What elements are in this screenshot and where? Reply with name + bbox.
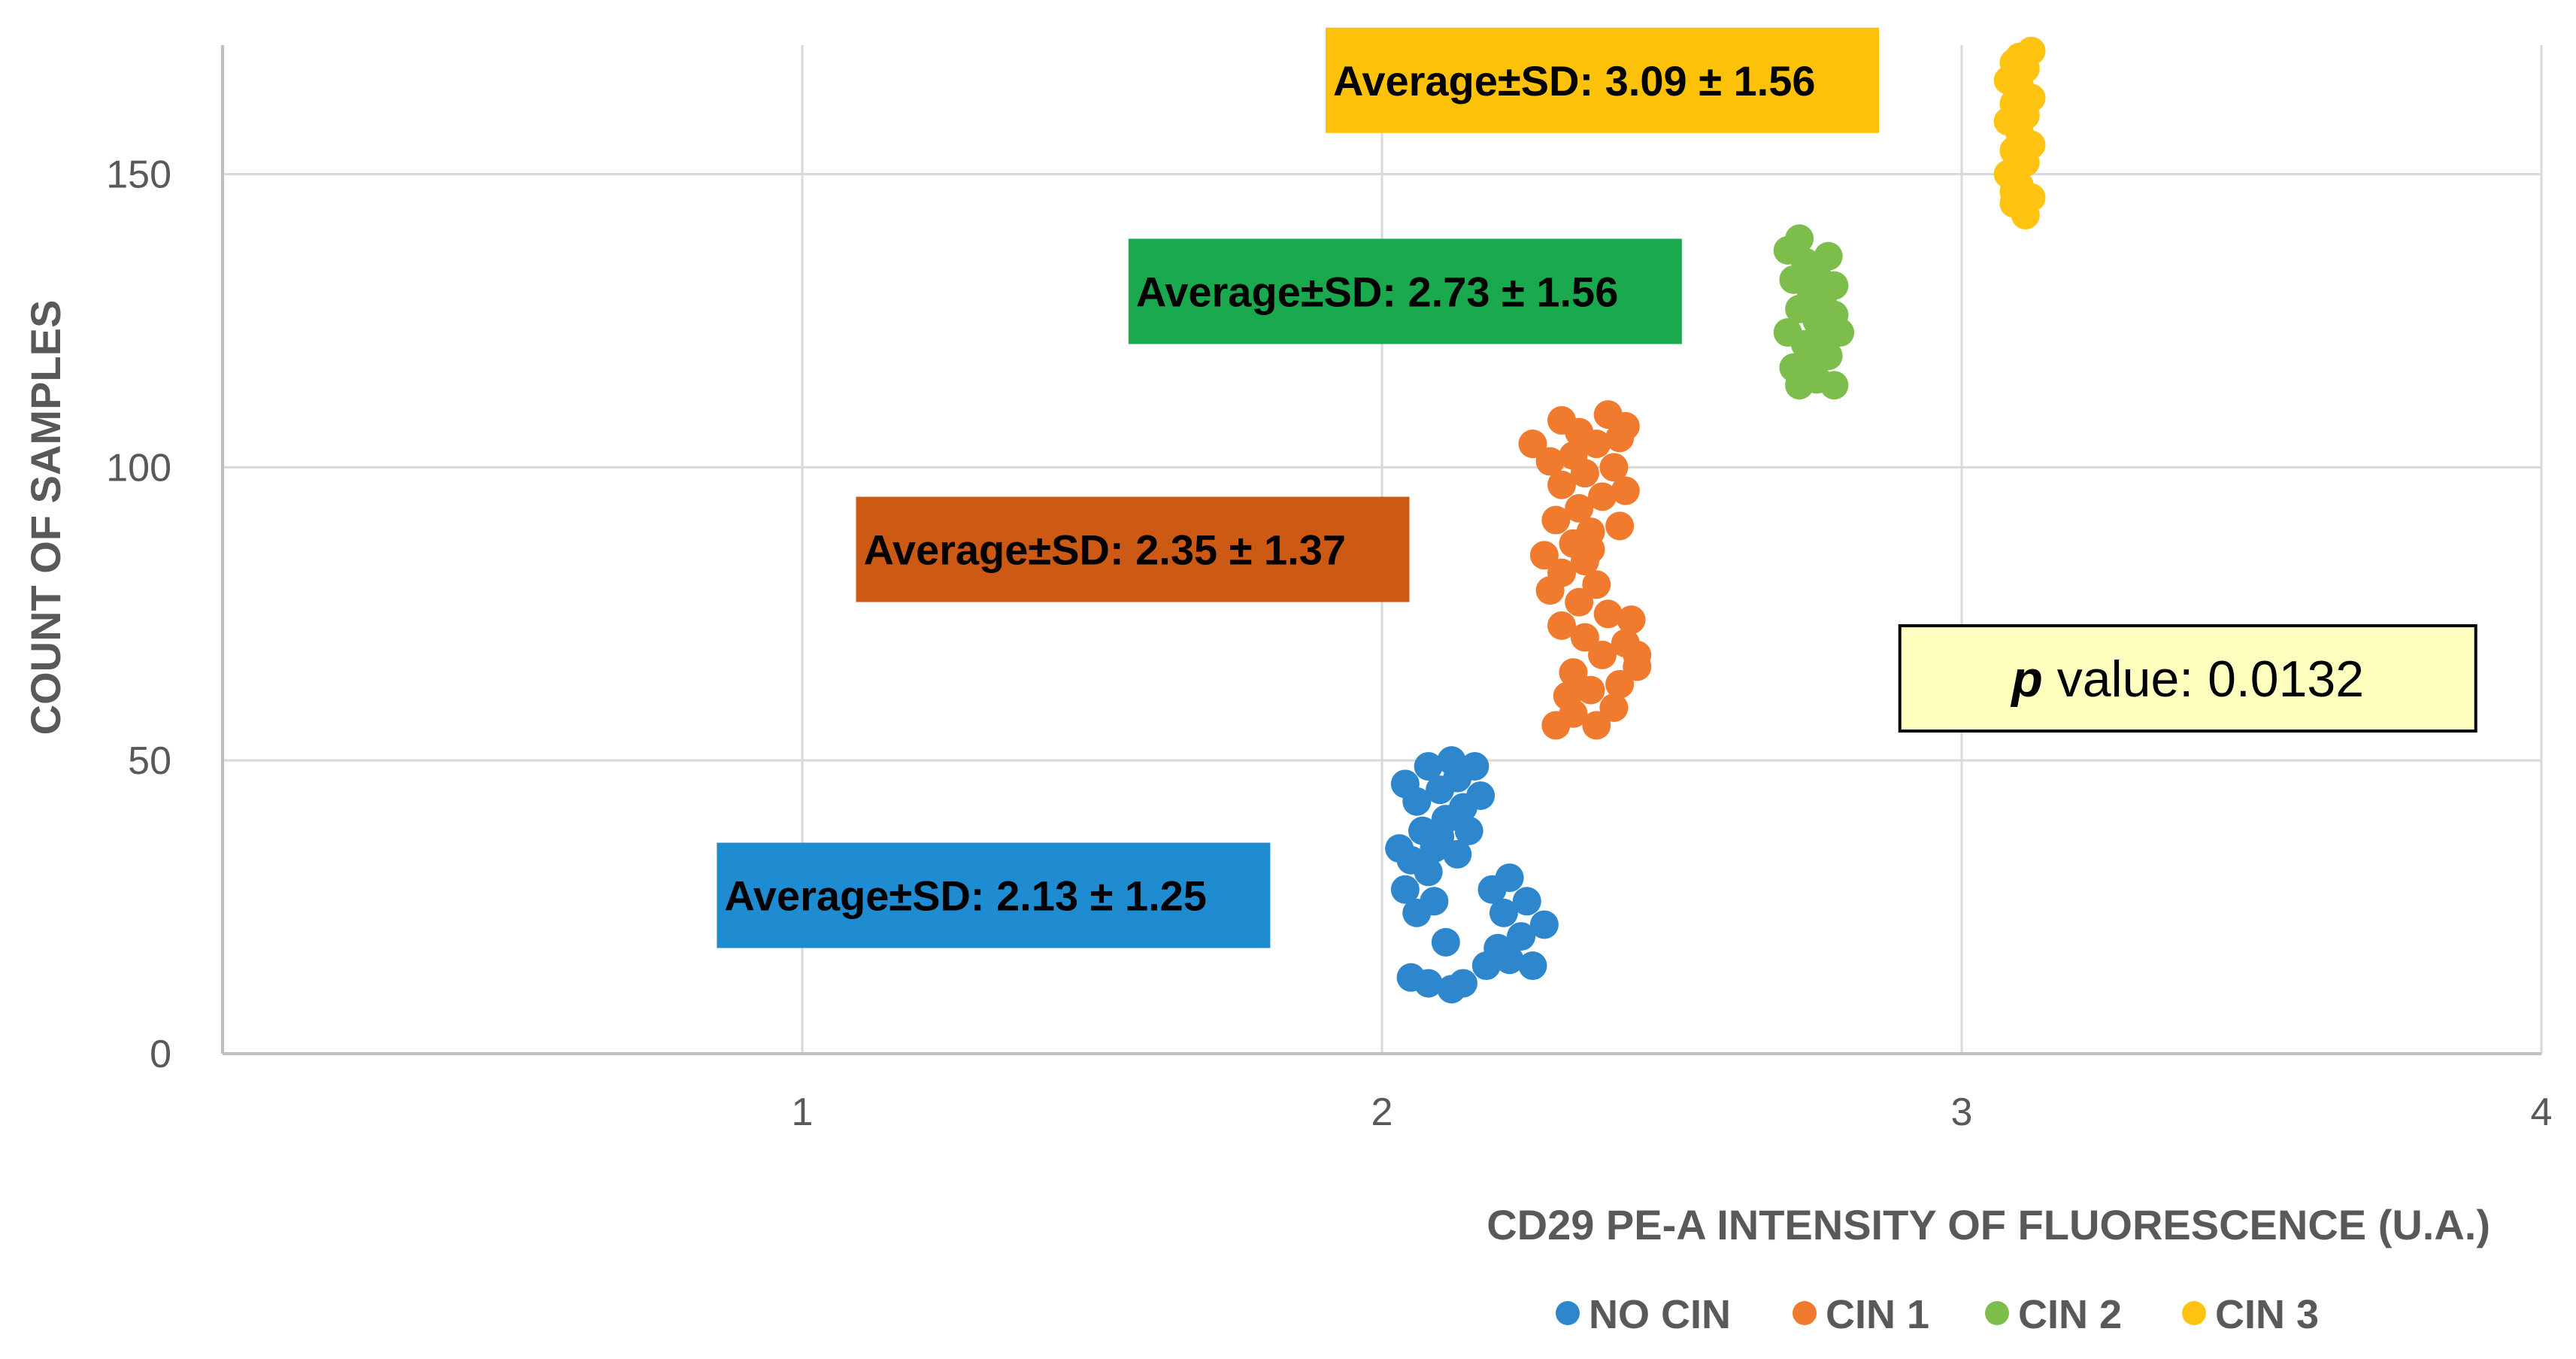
y-axis: 0 50 100 150 — [106, 45, 224, 1076]
point-no-cin — [1454, 816, 1483, 845]
point-no-cin — [1390, 769, 1420, 799]
point-cin-1 — [1565, 587, 1594, 617]
x-tick-label: 3 — [1951, 1091, 1973, 1134]
legend-label-cin-3: CIN 3 — [2215, 1292, 2319, 1337]
y-tick-label: 0 — [150, 1033, 171, 1076]
y-tick-label: 150 — [106, 153, 171, 197]
annotation-box-no-cin — [717, 842, 1271, 948]
data-points — [1385, 36, 2046, 1004]
point-cin-2 — [1826, 318, 1855, 347]
point-no-cin — [1518, 951, 1547, 981]
point-cin-1 — [1547, 558, 1577, 587]
point-cin-1 — [1547, 470, 1577, 499]
point-cin-2 — [1814, 241, 1843, 271]
point-no-cin — [1460, 751, 1490, 781]
point-cin-1 — [1559, 658, 1588, 687]
point-cin-1 — [1605, 511, 1635, 541]
point-cin-3 — [2005, 42, 2035, 71]
annotation-boxes: Average±SD: 2.13 ± 1.25 Average±SD: 2.35 … — [717, 27, 2478, 948]
point-cin-1 — [1593, 599, 1623, 629]
legend-label-cin-2: CIN 2 — [2018, 1292, 2122, 1337]
legend-marker-cin-1 — [1793, 1301, 1817, 1325]
point-cin-1 — [1587, 482, 1617, 511]
x-tick-label: 1 — [792, 1091, 814, 1134]
legend-marker-no-cin — [1556, 1301, 1580, 1325]
point-no-cin — [1489, 898, 1518, 927]
point-no-cin — [1466, 781, 1496, 810]
point-cin-1 — [1599, 693, 1629, 723]
point-cin-1 — [1576, 535, 1605, 564]
x-axis: 1 2 3 4 — [223, 1052, 2553, 1134]
point-no-cin — [1390, 875, 1420, 904]
p-value-text: p value: 0.0132 — [2010, 651, 2364, 708]
point-no-cin — [1483, 933, 1513, 963]
legend-marker-cin-3 — [2182, 1301, 2206, 1325]
point-no-cin — [1385, 834, 1414, 863]
annotation-text-cin-1: Average±SD: 2.35 ± 1.37 — [863, 526, 1346, 574]
annotation-box-cin-1 — [856, 496, 1410, 602]
point-no-cin — [1495, 863, 1524, 893]
point-cin-1 — [1547, 611, 1577, 640]
point-cin-1 — [1529, 541, 1559, 570]
point-cin-1 — [1553, 681, 1582, 711]
point-no-cin — [1437, 746, 1466, 775]
point-cin-1 — [1576, 675, 1605, 705]
annotation-box-cin-3 — [1325, 27, 1879, 133]
legend-label-no-cin: NO CIN — [1589, 1292, 1731, 1337]
legend: NO CIN CIN 1 CIN 2 CIN 3 — [1556, 1292, 2319, 1337]
p-value-box — [1898, 624, 2478, 733]
point-cin-1 — [1587, 640, 1617, 669]
point-cin-1 — [1599, 453, 1629, 482]
point-cin-1 — [1623, 640, 1652, 669]
x-tick-label: 4 — [2531, 1091, 2553, 1134]
point-no-cin — [1512, 887, 1541, 916]
point-no-cin — [1529, 910, 1559, 939]
point-cin-1 — [1547, 405, 1577, 435]
point-cin-1 — [1570, 623, 1599, 652]
legend-label-cin-1: CIN 1 — [1826, 1292, 1929, 1337]
point-no-cin — [1431, 927, 1460, 957]
point-cin-1 — [1518, 429, 1547, 459]
annotation-text-cin-2: Average±SD: 2.73 ± 1.56 — [1136, 268, 1619, 315]
point-cin-2 — [1820, 371, 1849, 400]
point-cin-1 — [1617, 605, 1646, 635]
annotation-box-cin-2 — [1128, 238, 1682, 344]
point-no-cin — [1448, 969, 1477, 998]
legend-marker-cin-2 — [1985, 1301, 2009, 1325]
x-axis-title: CD29 PE-A INTENSITY OF FLUORESCENCE (U.A… — [1487, 1201, 2490, 1248]
point-cin-1 — [1535, 447, 1565, 476]
point-cin-2 — [1773, 318, 1802, 347]
point-no-cin — [1507, 922, 1536, 951]
p-value-label: p — [2010, 651, 2043, 708]
point-cin-1 — [1582, 570, 1611, 599]
point-no-cin — [1420, 887, 1449, 916]
point-cin-1 — [1582, 711, 1611, 740]
y-tick-label: 100 — [106, 446, 171, 490]
point-cin-1 — [1611, 476, 1640, 505]
annotation-text-no-cin: Average±SD: 2.13 ± 1.25 — [724, 872, 1207, 919]
point-cin-3 — [1999, 177, 2029, 206]
point-cin-1 — [1593, 400, 1623, 429]
point-no-cin — [1414, 969, 1443, 998]
point-no-cin — [1414, 751, 1443, 781]
p-value-number: value: 0.0132 — [2043, 651, 2364, 708]
point-cin-1 — [1605, 669, 1635, 699]
point-no-cin — [1443, 839, 1472, 869]
y-tick-label: 50 — [128, 739, 171, 783]
point-cin-2 — [1785, 224, 1814, 253]
x-tick-label: 2 — [1371, 1091, 1393, 1134]
point-cin-1 — [1541, 505, 1571, 535]
point-cin-1 — [1559, 441, 1588, 470]
point-no-cin — [1426, 822, 1455, 851]
annotation-text-cin-3: Average±SD: 3.09 ± 1.56 — [1333, 57, 1816, 105]
point-cin-1 — [1565, 493, 1594, 523]
y-axis-title: COUNT OF SAMPLES — [22, 300, 69, 736]
